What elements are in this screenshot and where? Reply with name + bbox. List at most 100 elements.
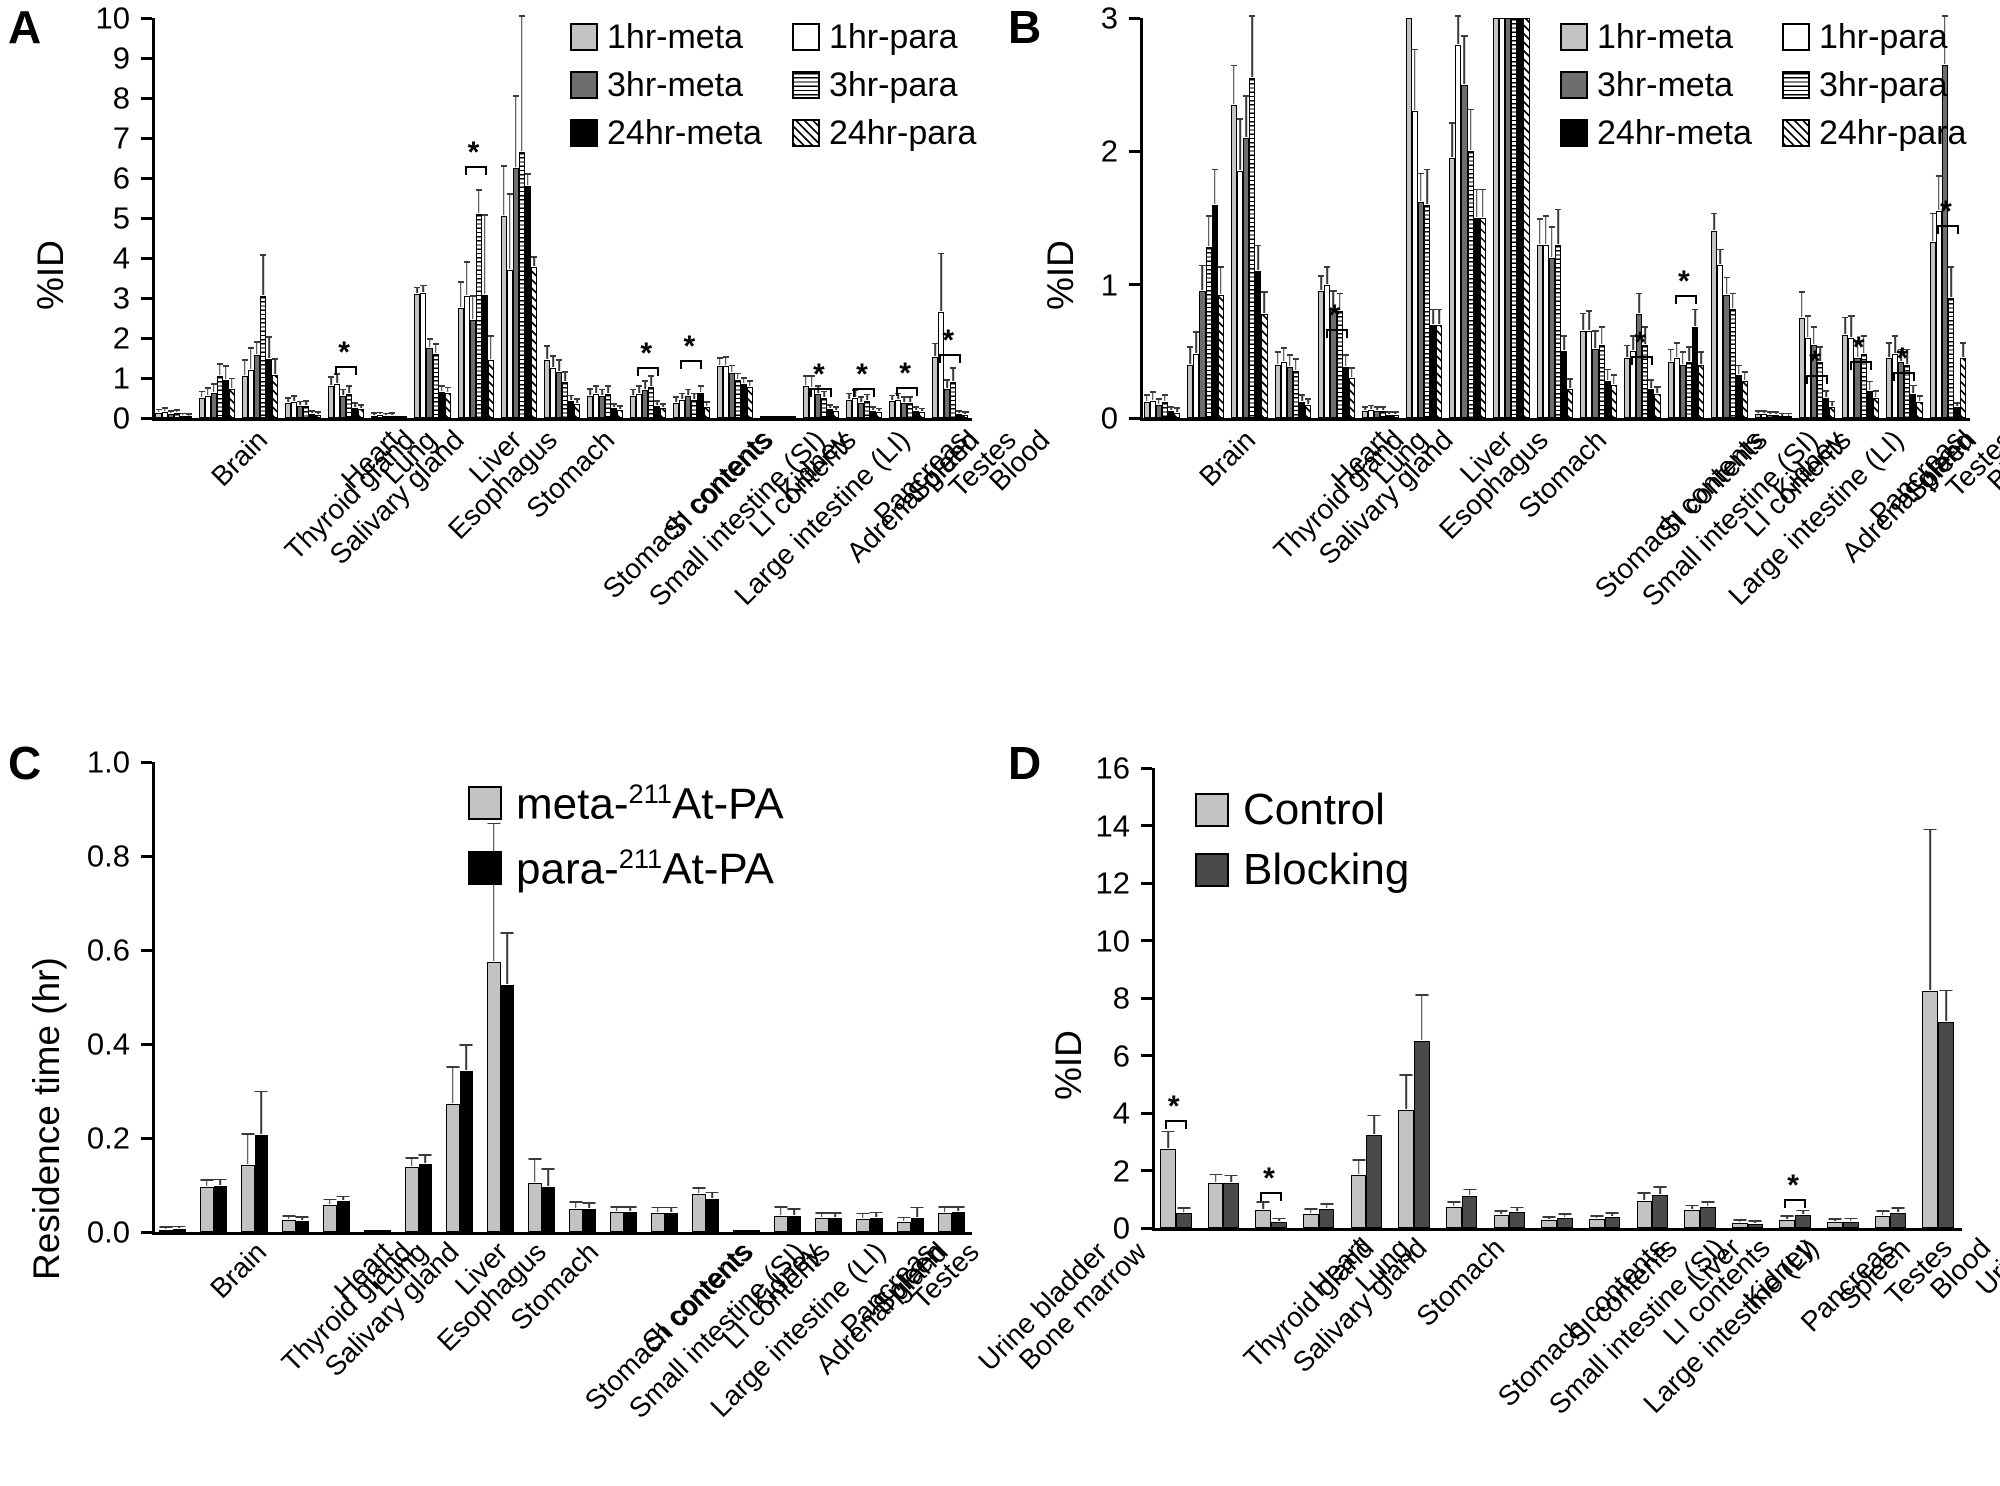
bar bbox=[1392, 411, 1399, 418]
bar bbox=[158, 1226, 173, 1232]
bar-group bbox=[1343, 768, 1391, 1228]
error-cap bbox=[1473, 188, 1480, 191]
error-bar bbox=[1357, 1160, 1360, 1174]
error-bar bbox=[1850, 317, 1853, 337]
error-cap bbox=[1155, 398, 1162, 400]
error-cap bbox=[1910, 384, 1917, 387]
error-cap bbox=[919, 407, 926, 410]
bar bbox=[605, 385, 612, 418]
bar bbox=[1386, 411, 1393, 418]
significance-marker: * bbox=[683, 330, 696, 363]
error-cap bbox=[216, 363, 223, 365]
error-bar bbox=[915, 407, 918, 410]
error-bar bbox=[1582, 314, 1585, 331]
bar bbox=[1922, 828, 1939, 1228]
bar bbox=[1517, 18, 1524, 418]
error-bar bbox=[274, 359, 276, 374]
bar bbox=[1872, 390, 1879, 418]
error-bar bbox=[779, 1207, 782, 1215]
bar bbox=[1947, 266, 1955, 418]
bar bbox=[1187, 346, 1194, 418]
error-bar bbox=[834, 1213, 837, 1217]
bar bbox=[1417, 172, 1424, 418]
error-bar bbox=[1376, 407, 1378, 411]
significance-bracket bbox=[1806, 374, 1829, 384]
bar bbox=[1318, 1203, 1335, 1228]
error-cap bbox=[1610, 374, 1617, 376]
error-cap bbox=[1923, 828, 1937, 831]
error-cap bbox=[284, 397, 291, 399]
y-tick bbox=[141, 760, 152, 764]
error-bar bbox=[829, 405, 831, 409]
bar bbox=[732, 1230, 747, 1232]
error-bar bbox=[287, 398, 289, 402]
y-tick bbox=[141, 1136, 152, 1140]
error-cap bbox=[1411, 48, 1418, 51]
error-cap bbox=[1780, 1215, 1794, 1217]
y-tick bbox=[141, 16, 152, 20]
error-cap bbox=[204, 387, 211, 389]
error-cap bbox=[1236, 118, 1244, 120]
y-tick-label: 0 bbox=[112, 400, 130, 436]
significance-marker: * bbox=[1167, 1089, 1180, 1123]
legend-label: meta-211At-PA bbox=[516, 778, 784, 829]
error-bar bbox=[903, 397, 906, 402]
error-bar bbox=[1189, 347, 1192, 364]
bar bbox=[617, 405, 624, 418]
error-cap bbox=[222, 365, 229, 367]
error-bar bbox=[224, 367, 227, 379]
bar bbox=[352, 402, 359, 418]
error-cap bbox=[897, 1216, 911, 1219]
bar bbox=[1652, 1186, 1668, 1228]
error-bar bbox=[1888, 343, 1890, 357]
error-bar bbox=[342, 390, 344, 395]
y-tick-label: 0.6 bbox=[86, 932, 130, 968]
error-bar bbox=[218, 365, 221, 375]
error-cap bbox=[956, 410, 963, 412]
y-tick bbox=[141, 256, 152, 260]
bar bbox=[204, 387, 211, 418]
y-tick bbox=[141, 56, 152, 60]
bar bbox=[746, 1230, 761, 1232]
error-bar bbox=[424, 1155, 427, 1163]
legend-item: 24hr-meta bbox=[570, 116, 762, 150]
error-cap bbox=[1723, 276, 1730, 279]
error-cap bbox=[938, 252, 945, 255]
error-bar bbox=[1691, 1206, 1693, 1210]
legend-swatch bbox=[1560, 71, 1588, 99]
legend-label: 3hr-para bbox=[828, 66, 958, 104]
error-cap bbox=[1629, 335, 1637, 337]
error-cap bbox=[1941, 15, 1948, 17]
y-tick-label: 14 bbox=[1095, 808, 1130, 843]
error-cap bbox=[1842, 316, 1849, 319]
error-cap bbox=[228, 377, 235, 380]
bar bbox=[1348, 367, 1355, 418]
error-cap bbox=[541, 1168, 555, 1170]
error-bar bbox=[1245, 97, 1247, 137]
y-tick-label: 4 bbox=[112, 240, 130, 276]
error-bar bbox=[212, 385, 215, 393]
y-tick bbox=[141, 296, 152, 300]
legend-swatch bbox=[1195, 853, 1229, 887]
error-bar bbox=[1157, 399, 1160, 404]
error-bar bbox=[311, 411, 313, 413]
y-tick-label: 2 bbox=[1100, 133, 1118, 169]
error-bar bbox=[656, 401, 659, 405]
bar bbox=[1810, 326, 1817, 418]
significance-marker: * bbox=[338, 336, 350, 369]
error-cap bbox=[569, 1201, 583, 1203]
error-cap bbox=[1929, 212, 1936, 215]
bar bbox=[530, 256, 537, 418]
bar bbox=[371, 412, 378, 418]
bar bbox=[524, 173, 531, 418]
bar bbox=[303, 400, 310, 418]
error-bar bbox=[1364, 407, 1366, 411]
error-bar bbox=[262, 255, 264, 295]
error-bar bbox=[1282, 349, 1285, 361]
legend-swatch bbox=[1781, 23, 1810, 51]
error-bar bbox=[533, 257, 535, 266]
error-cap bbox=[161, 407, 168, 409]
bar bbox=[1779, 1215, 1796, 1228]
error-bar bbox=[1613, 375, 1615, 384]
error-bar bbox=[1426, 170, 1428, 204]
